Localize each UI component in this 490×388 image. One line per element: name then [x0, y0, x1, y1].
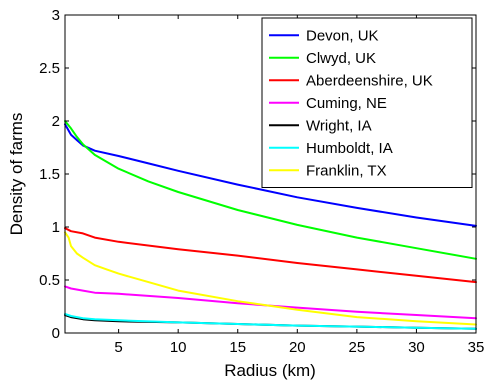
y-tick-label: 1 — [52, 219, 60, 236]
legend-entry-label: Devon, UK — [306, 27, 379, 44]
x-tick-label: 15 — [229, 339, 246, 356]
y-tick-label: 0 — [52, 325, 60, 342]
legend-entry-label: Cuming, NE — [306, 95, 387, 112]
x-tick-label: 35 — [468, 339, 485, 356]
x-tick-label: 20 — [289, 339, 306, 356]
series-line-5 — [64, 312, 477, 330]
legend-entry-label: Franklin, TX — [306, 162, 387, 179]
x-tick-label: 10 — [170, 339, 187, 356]
legend-entry-label: Aberdeenshire, UK — [306, 72, 433, 89]
series-layer — [64, 120, 477, 330]
series-line-6 — [64, 231, 477, 326]
y-tick-label: 1.5 — [39, 166, 60, 183]
series-line-1 — [64, 120, 477, 260]
legend: Devon, UK Clwyd, UK Aberdeenshire, UK Cumin… — [261, 17, 473, 188]
legend-entry-label: Clwyd, UK — [306, 50, 376, 67]
y-tick-label: 0.5 — [39, 272, 60, 289]
y-tick-label: 2.5 — [39, 60, 60, 77]
series-line-2 — [64, 227, 477, 284]
x-tick-label: 5 — [114, 339, 122, 356]
x-tick-label: 25 — [349, 339, 366, 356]
y-tick-label: 2 — [52, 113, 60, 130]
y-axis-label: Density of farms — [7, 113, 26, 236]
series-line-3 — [64, 285, 477, 320]
legend-entry-label: Humboldt, IA — [306, 140, 393, 157]
series-line-0 — [64, 123, 477, 227]
y-tick-label: 3 — [52, 7, 60, 24]
x-axis-label: Radius (km) — [224, 361, 316, 380]
x-tick-label: 30 — [408, 339, 425, 356]
legend-entry-label: Wright, IA — [306, 117, 372, 134]
